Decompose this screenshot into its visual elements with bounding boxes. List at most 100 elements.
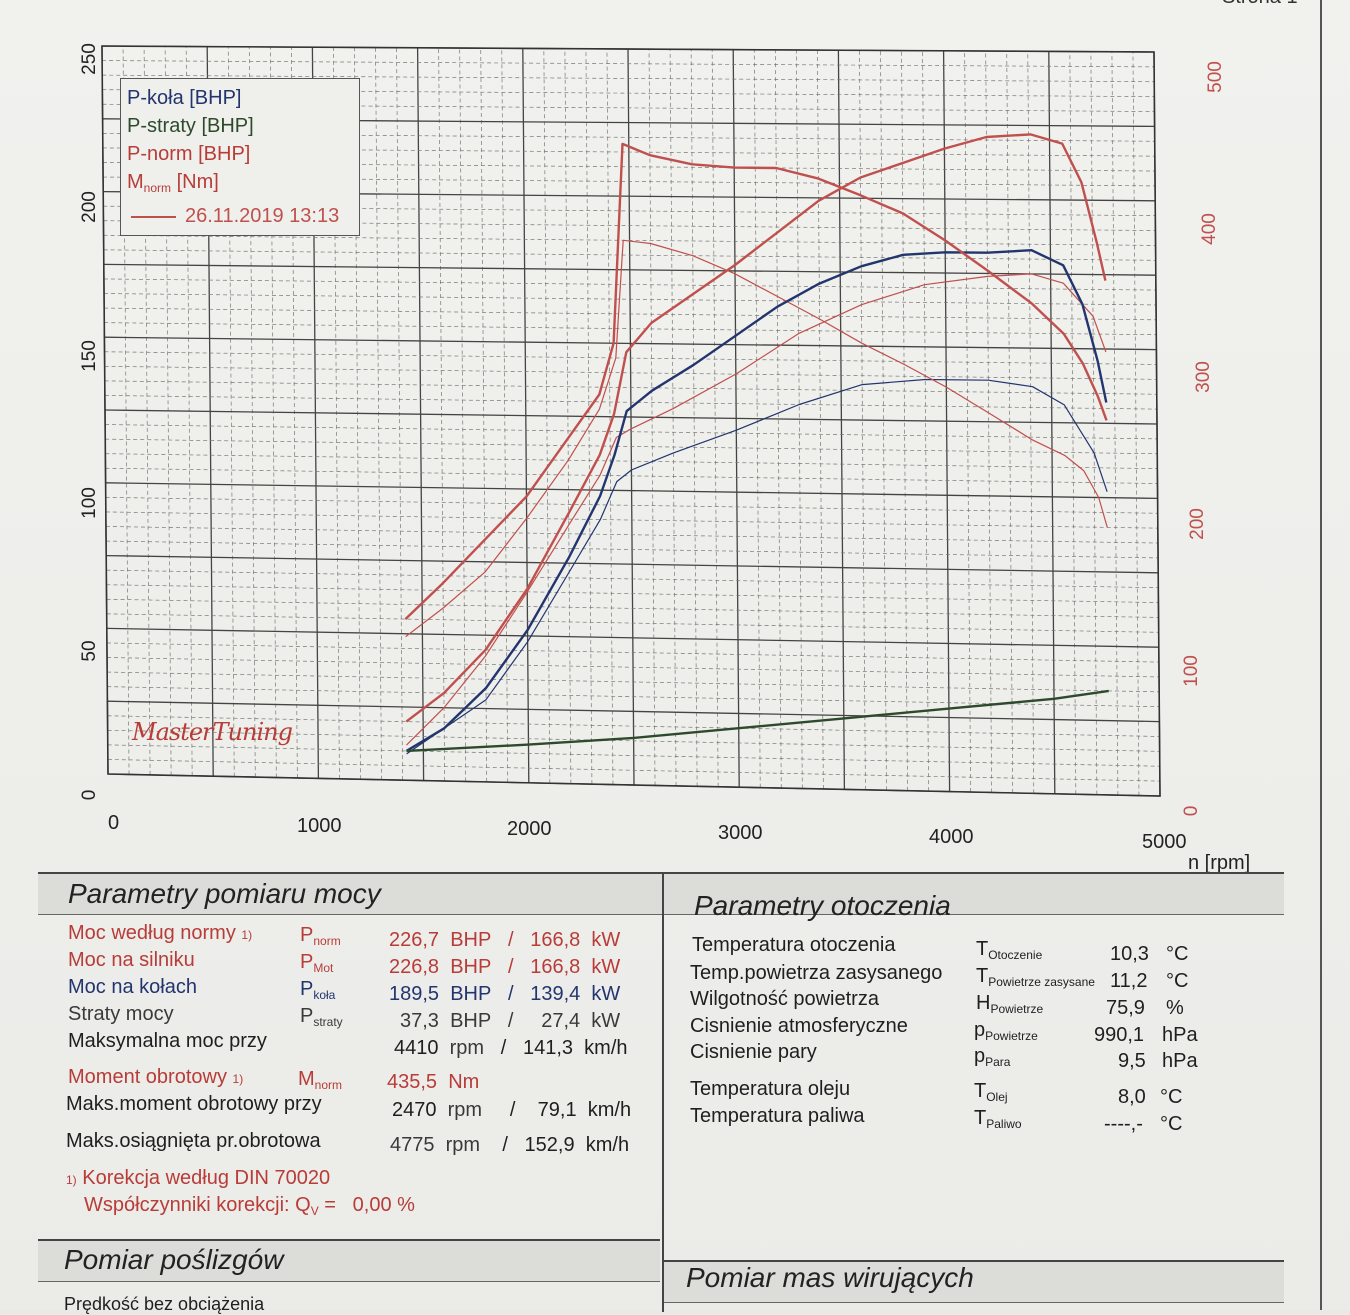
env-unit: °C — [1160, 1113, 1183, 1135]
grid-line — [1006, 51, 1014, 793]
power-value-bhp: 226,7 BHP / 166,8 kW — [389, 929, 621, 951]
grid-line — [103, 278, 1156, 291]
series-line-1 — [406, 689, 1109, 753]
grid-line — [103, 249, 1156, 261]
env-symbol: pPowietrze — [974, 1019, 1038, 1043]
power-header-bg — [38, 874, 662, 915]
env-label: Cisnienie atmosferyczne — [690, 1015, 908, 1037]
env-symbol: TOlej — [974, 1080, 1008, 1104]
legend-p-norm: P-norm [BHP] — [127, 143, 251, 165]
power-value-bhp: 189,5 BHP / 139,4 kW — [389, 983, 621, 1005]
env-label: Cisnienie pary — [690, 1041, 817, 1063]
env-label: Wilgotność powietrza — [690, 988, 879, 1010]
grid-line — [711, 49, 719, 787]
grid-line — [107, 671, 1160, 693]
power-value-bhp: 226,8 BHP / 166,8 kW — [389, 956, 621, 978]
y-right-tick: 500 — [1205, 61, 1226, 93]
grid-line — [106, 554, 1159, 574]
tuner-logo: MasterTuning — [132, 718, 293, 746]
legend-p-kola: P-koła [BHP] — [127, 87, 242, 109]
grid-line — [104, 365, 1157, 380]
power-section-title: Parametry pomiaru mocy — [68, 878, 381, 909]
env-symbol: TPowietrze zasysane — [976, 965, 1095, 989]
grid-line — [107, 759, 1160, 782]
grid-line — [103, 234, 1156, 246]
slip-section-title: Pomiar poślizgów — [64, 1244, 284, 1275]
x-tick: 5000 — [1142, 831, 1187, 853]
env-symbol: pPara — [974, 1045, 1011, 1069]
grid-line — [105, 438, 1158, 455]
y-left-tick: 200 — [79, 191, 100, 223]
slip-row-label: Prędkość bez obciążenia — [64, 1294, 265, 1314]
grid-line — [106, 540, 1159, 559]
torque-label: Moment obrotowy 1) — [68, 1066, 244, 1088]
x-axis-label: n [rpm] — [1188, 852, 1251, 874]
grid-line — [107, 686, 1160, 708]
grid-line — [106, 569, 1159, 589]
grid-line — [104, 351, 1157, 365]
power-symbol: Pstraty — [300, 1005, 343, 1029]
grid-line — [690, 49, 698, 787]
masses-header-bg — [664, 1262, 1284, 1303]
env-value: ----,- — [1104, 1113, 1143, 1135]
env-value: 8,0 — [1118, 1086, 1146, 1108]
grid-line — [103, 263, 1156, 276]
grid-line — [964, 50, 971, 793]
y-right-tick: 200 — [1187, 508, 1208, 540]
y-right-tick: 100 — [1181, 655, 1202, 687]
legend-m-norm: Mnorm [Nm] — [127, 171, 219, 195]
power-value-rpm: 4775 rpm / 152,9 km/h — [390, 1134, 630, 1156]
y-left-tick: 100 — [79, 487, 100, 519]
env-unit: °C — [1166, 943, 1189, 965]
power-label: Straty mocy — [68, 1003, 174, 1025]
env-value: 75,9 — [1106, 997, 1145, 1019]
reference-curve-1 — [406, 273, 1107, 746]
env-label: Temp.powietrza zasysanego — [690, 962, 943, 984]
grid-line — [105, 424, 1158, 440]
power-label: Maks.moment obrotowy przy — [66, 1093, 322, 1115]
grid-line — [901, 50, 908, 791]
power-label: Moc według normy 1) — [68, 922, 253, 944]
reference-curve-2 — [405, 239, 1108, 638]
y-left-tick: 150 — [79, 340, 100, 372]
grid-line — [105, 467, 1158, 484]
grid-line — [753, 49, 761, 788]
series-line-0 — [405, 248, 1108, 752]
env-unit: °C — [1166, 970, 1189, 992]
reference-curve-0 — [406, 378, 1108, 755]
grid-line — [104, 322, 1157, 336]
y-left-tick: 50 — [79, 640, 100, 662]
torque-symbol: Mnorm — [298, 1068, 343, 1092]
grid-line — [105, 526, 1158, 544]
grid-line — [102, 60, 1155, 68]
y-right-tick: 300 — [1193, 361, 1214, 393]
y-right-tick: 0 — [1181, 805, 1202, 817]
grid-line — [105, 482, 1158, 500]
grid-line — [104, 336, 1157, 351]
x-tick: 3000 — [718, 822, 763, 844]
env-value: 9,5 — [1118, 1050, 1146, 1072]
env-symbol: TOtoczenie — [976, 938, 1043, 962]
legend-p-straty: P-straty [BHP] — [127, 115, 254, 137]
x-tick: 4000 — [929, 826, 974, 848]
env-value: 10,3 — [1110, 943, 1149, 965]
masses-section-title: Pomiar mas wirujących — [686, 1262, 974, 1293]
grid-line — [104, 380, 1157, 395]
grid-line — [107, 700, 1160, 723]
legend-run-line — [131, 216, 176, 218]
column-divider — [662, 874, 664, 1312]
grid-line — [922, 50, 929, 792]
env-section-title: Parametry otoczenia — [694, 890, 951, 921]
grid-line — [106, 598, 1159, 618]
env-label: Temperatura otoczenia — [692, 934, 896, 956]
grid-line — [107, 744, 1160, 767]
grid-line — [104, 409, 1158, 425]
power-symbol: Pkoła — [300, 978, 336, 1002]
grid-line — [106, 627, 1159, 648]
power-symbol: PMot — [300, 951, 334, 975]
y-left-tick: 0 — [79, 789, 100, 801]
power-symbol: Pnorm — [300, 924, 341, 948]
parameters-table: Parametry pomiaru mocy Parametry otoczen… — [38, 872, 1284, 1314]
y-right-tick: 400 — [1199, 213, 1220, 245]
